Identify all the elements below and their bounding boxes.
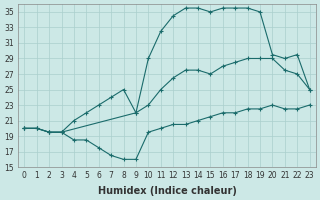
X-axis label: Humidex (Indice chaleur): Humidex (Indice chaleur) xyxy=(98,186,236,196)
